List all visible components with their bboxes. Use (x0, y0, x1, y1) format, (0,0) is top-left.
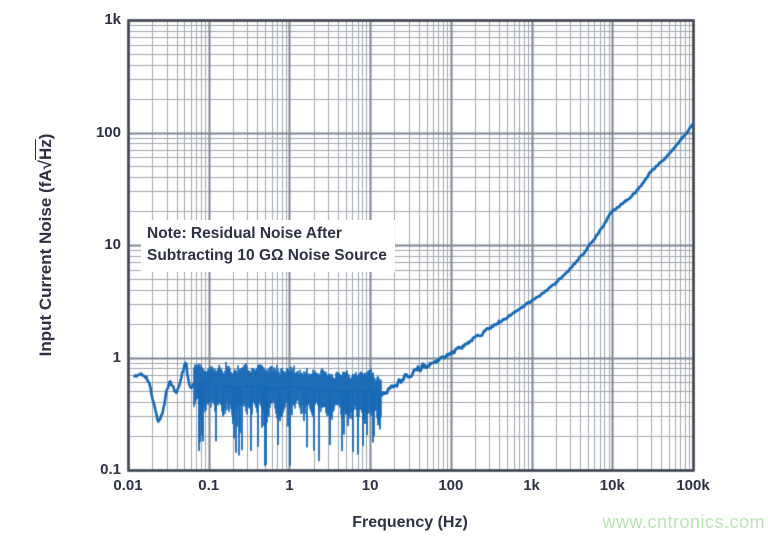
note-line-1: Note: Residual Noise After (147, 225, 342, 242)
y-tick-label-100: 100 (95, 123, 121, 141)
y-tick-label-10: 10 (104, 236, 121, 253)
x-tick-label-10: 10 (361, 477, 379, 494)
y-axis-title-radicand: Hz (36, 139, 55, 161)
x-tick-label-100k: 100k (676, 477, 710, 494)
y-axis-title-pre: Input Current Noise (fA (36, 169, 55, 357)
note-line-2: Subtracting 10 GΩ Noise Source (147, 247, 387, 264)
y-tick-label-1: 1 (112, 348, 121, 366)
y-tick-label-1k: 1k (104, 11, 121, 28)
x-tick-label-10k: 10k (599, 477, 625, 494)
watermark: www.cntronics.com (602, 512, 765, 532)
x-axis-title: Frequency (Hz) (352, 514, 468, 531)
x-tick-label-1: 1 (285, 477, 294, 494)
y-tick-label-0p1: 0.1 (100, 461, 121, 478)
x-tick-label-0p01: 0.01 (113, 477, 143, 494)
note-annotation: Note: Residual Noise After Subtracting 1… (141, 220, 395, 272)
x-tick-label-0p1: 0.1 (198, 477, 220, 494)
x-tick-label-100: 100 (438, 477, 464, 494)
y-axis-title-post: ) (36, 133, 55, 140)
x-tick-label-1k: 1k (523, 477, 540, 494)
y-axis-title: Input Current Noise (fA√Hz) (36, 134, 56, 357)
sqrt-sign: √ (36, 160, 55, 170)
